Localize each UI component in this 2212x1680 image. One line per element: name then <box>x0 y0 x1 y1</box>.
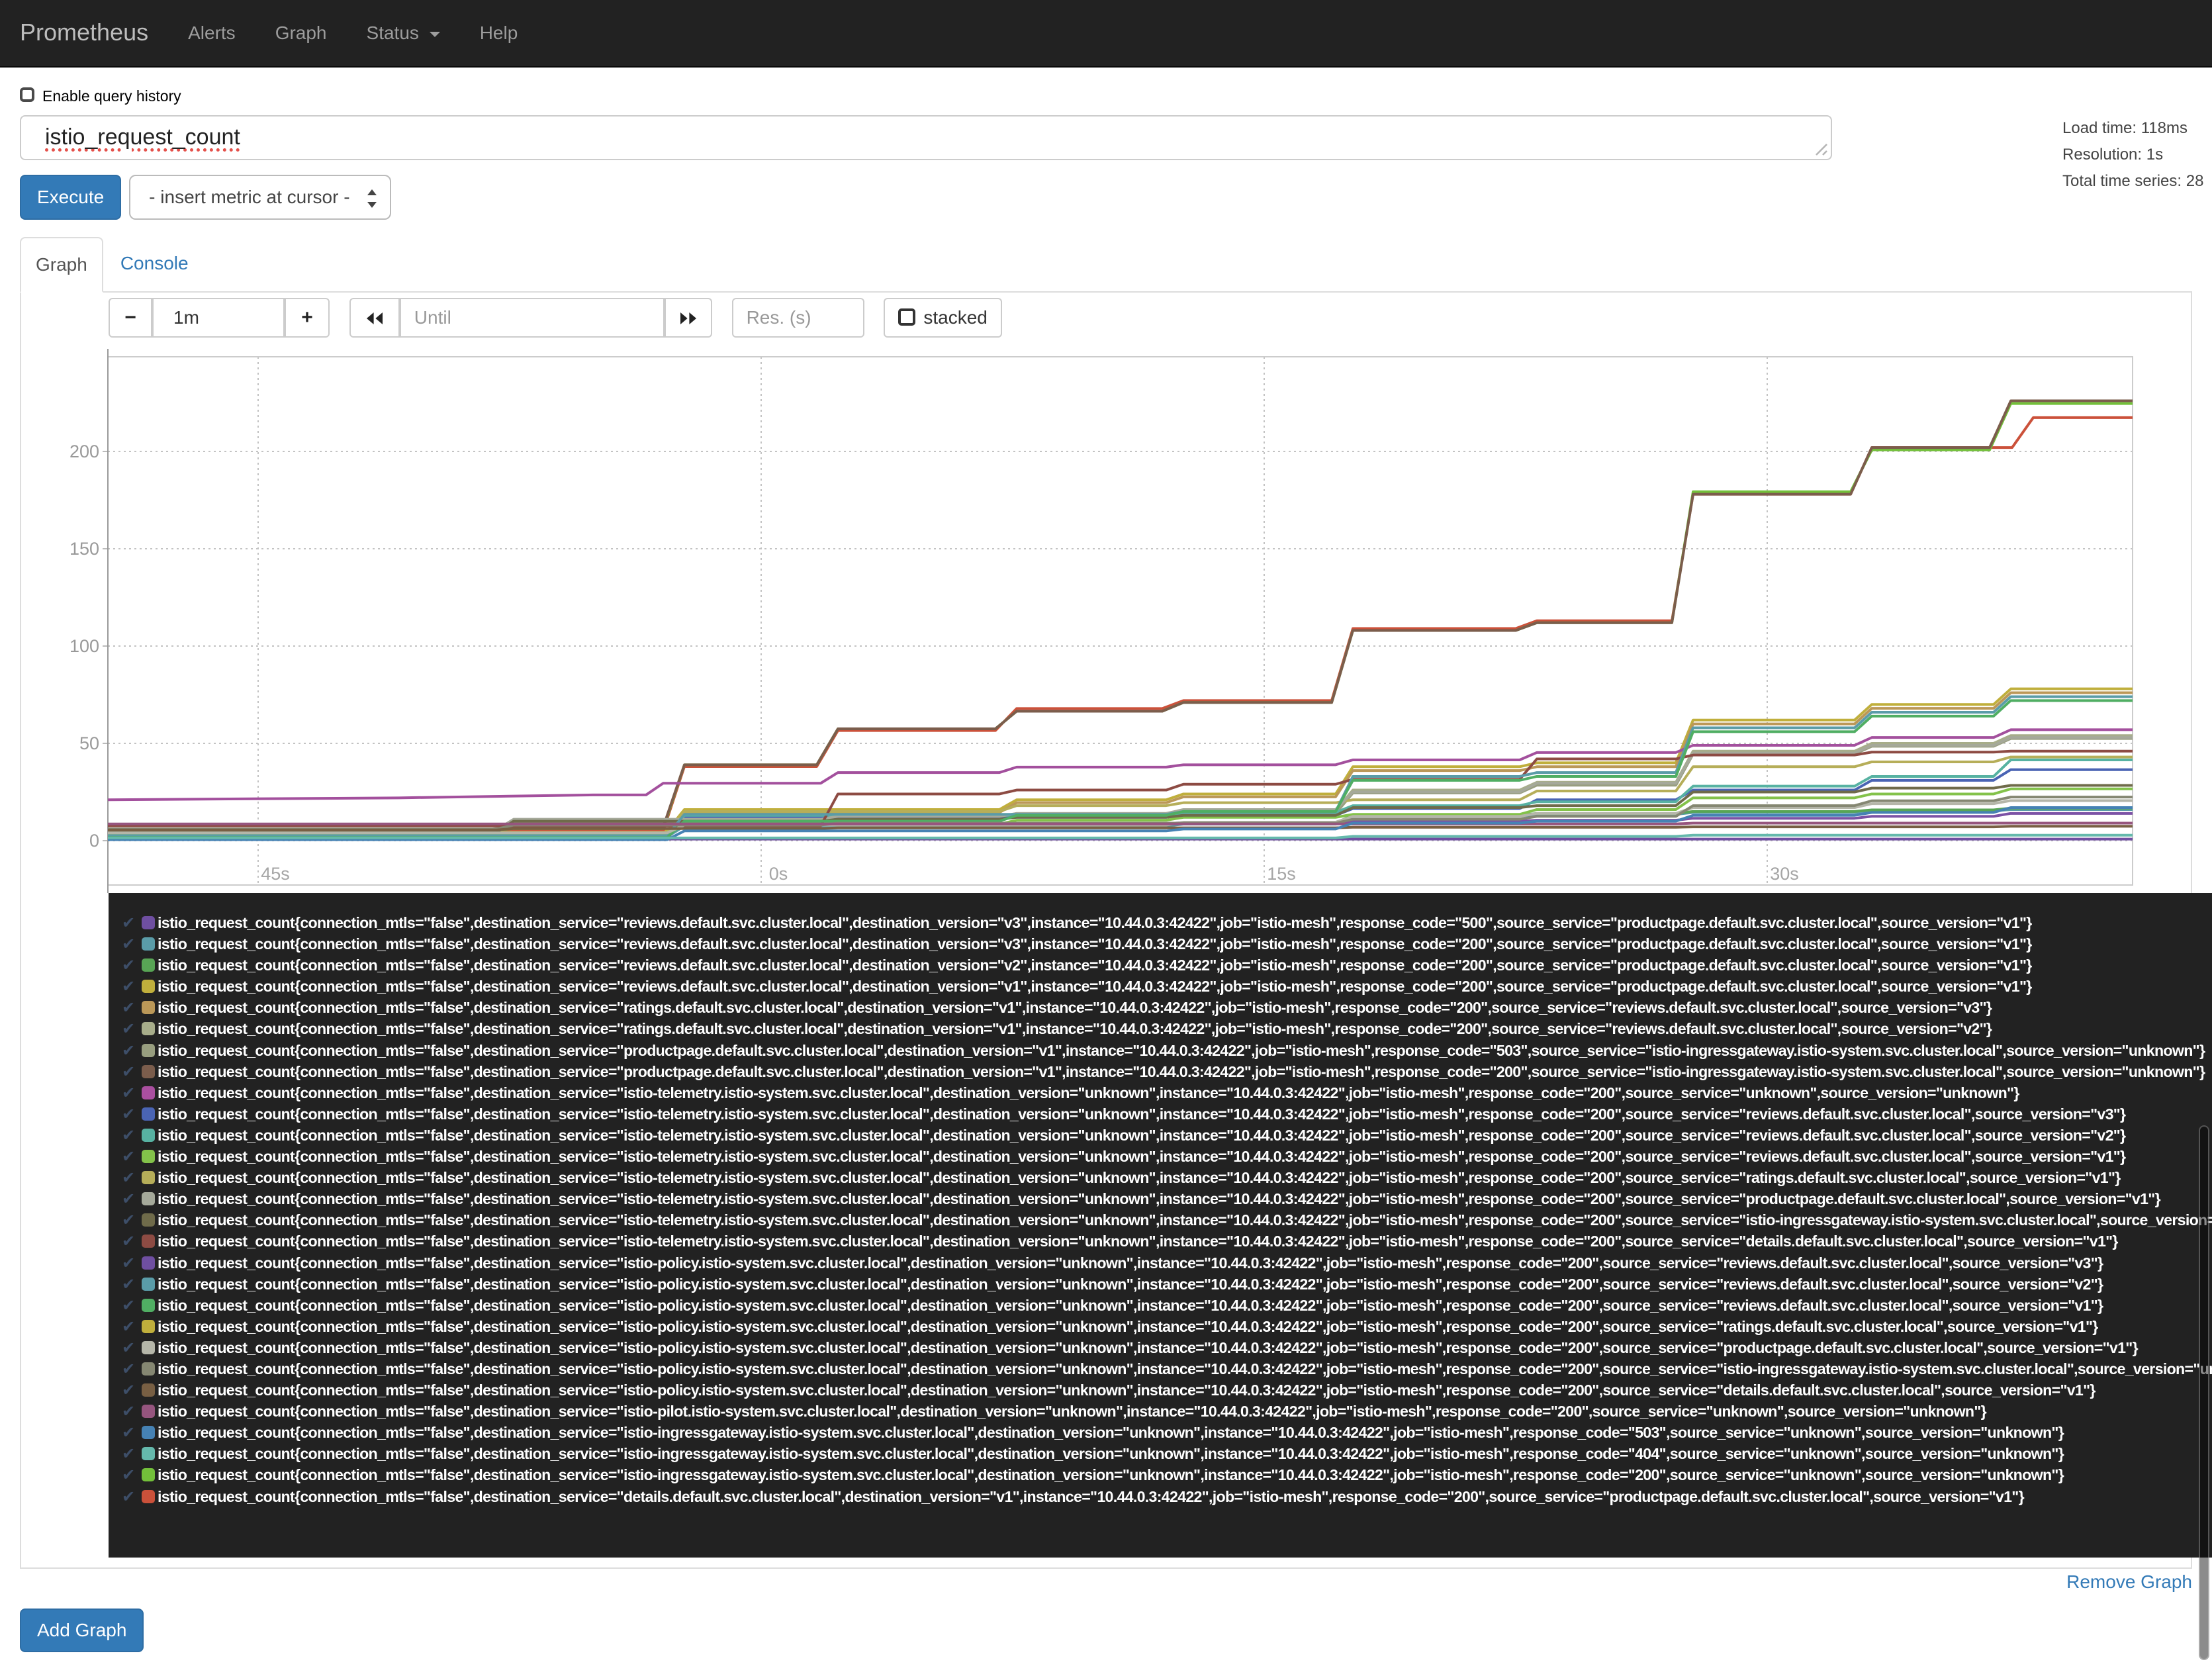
svg-text:150: 150 <box>69 539 99 559</box>
svg-text:30s: 30s <box>1770 864 1799 884</box>
svg-text:200: 200 <box>69 442 99 461</box>
svg-text:50: 50 <box>79 733 99 753</box>
svg-text:45s: 45s <box>261 864 290 884</box>
svg-text:0s: 0s <box>769 864 788 884</box>
svg-text:15s: 15s <box>1267 864 1296 884</box>
svg-text:0: 0 <box>89 831 99 851</box>
svg-text:100: 100 <box>69 636 99 656</box>
